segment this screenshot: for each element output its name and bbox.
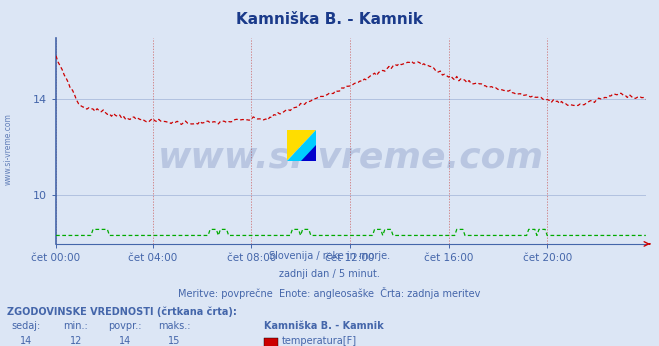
Text: 15: 15 [169,336,181,346]
Text: Slovenija / reke in morje.: Slovenija / reke in morje. [269,251,390,261]
Text: 14: 14 [119,336,131,346]
Text: zadnji dan / 5 minut.: zadnji dan / 5 minut. [279,269,380,279]
Text: sedaj:: sedaj: [12,321,41,331]
Text: ZGODOVINSKE VREDNOSTI (črtkana črta):: ZGODOVINSKE VREDNOSTI (črtkana črta): [7,306,237,317]
Polygon shape [287,130,316,161]
Text: www.si-vreme.com: www.si-vreme.com [158,140,544,174]
Text: maks.:: maks.: [158,321,191,331]
Text: Kamniška B. - Kamnik: Kamniška B. - Kamnik [264,321,384,331]
Text: min.:: min.: [63,321,88,331]
Text: 14: 14 [20,336,32,346]
Polygon shape [287,130,316,161]
Text: www.si-vreme.com: www.si-vreme.com [3,113,13,185]
Text: temperatura[F]: temperatura[F] [282,336,357,346]
Text: 12: 12 [70,336,82,346]
Text: Kamniška B. - Kamnik: Kamniška B. - Kamnik [236,12,423,27]
Text: Meritve: povprečne  Enote: angleosaške  Črta: zadnja meritev: Meritve: povprečne Enote: angleosaške Čr… [179,287,480,299]
Polygon shape [302,145,316,161]
Text: povpr.:: povpr.: [109,321,142,331]
